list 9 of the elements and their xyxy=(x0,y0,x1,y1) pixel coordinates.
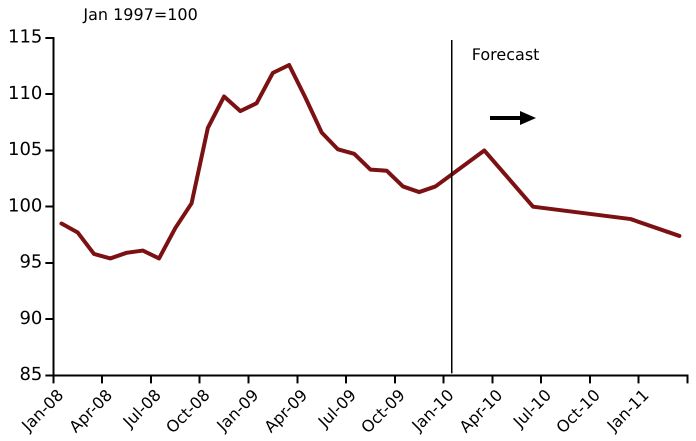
y-tick-label: 105 xyxy=(8,139,42,160)
y-tick-label: 110 xyxy=(8,82,42,104)
y-tick-label: 95 xyxy=(19,252,42,273)
text: Jan 1997=100 xyxy=(82,5,198,24)
y-tick-label: 115 xyxy=(8,26,42,48)
ref-line-label: Forecast xyxy=(472,45,540,64)
y-tick-label: 90 xyxy=(19,308,42,329)
y-tick-label: 85 xyxy=(19,364,42,386)
y-tick-label: 100 xyxy=(8,195,42,216)
